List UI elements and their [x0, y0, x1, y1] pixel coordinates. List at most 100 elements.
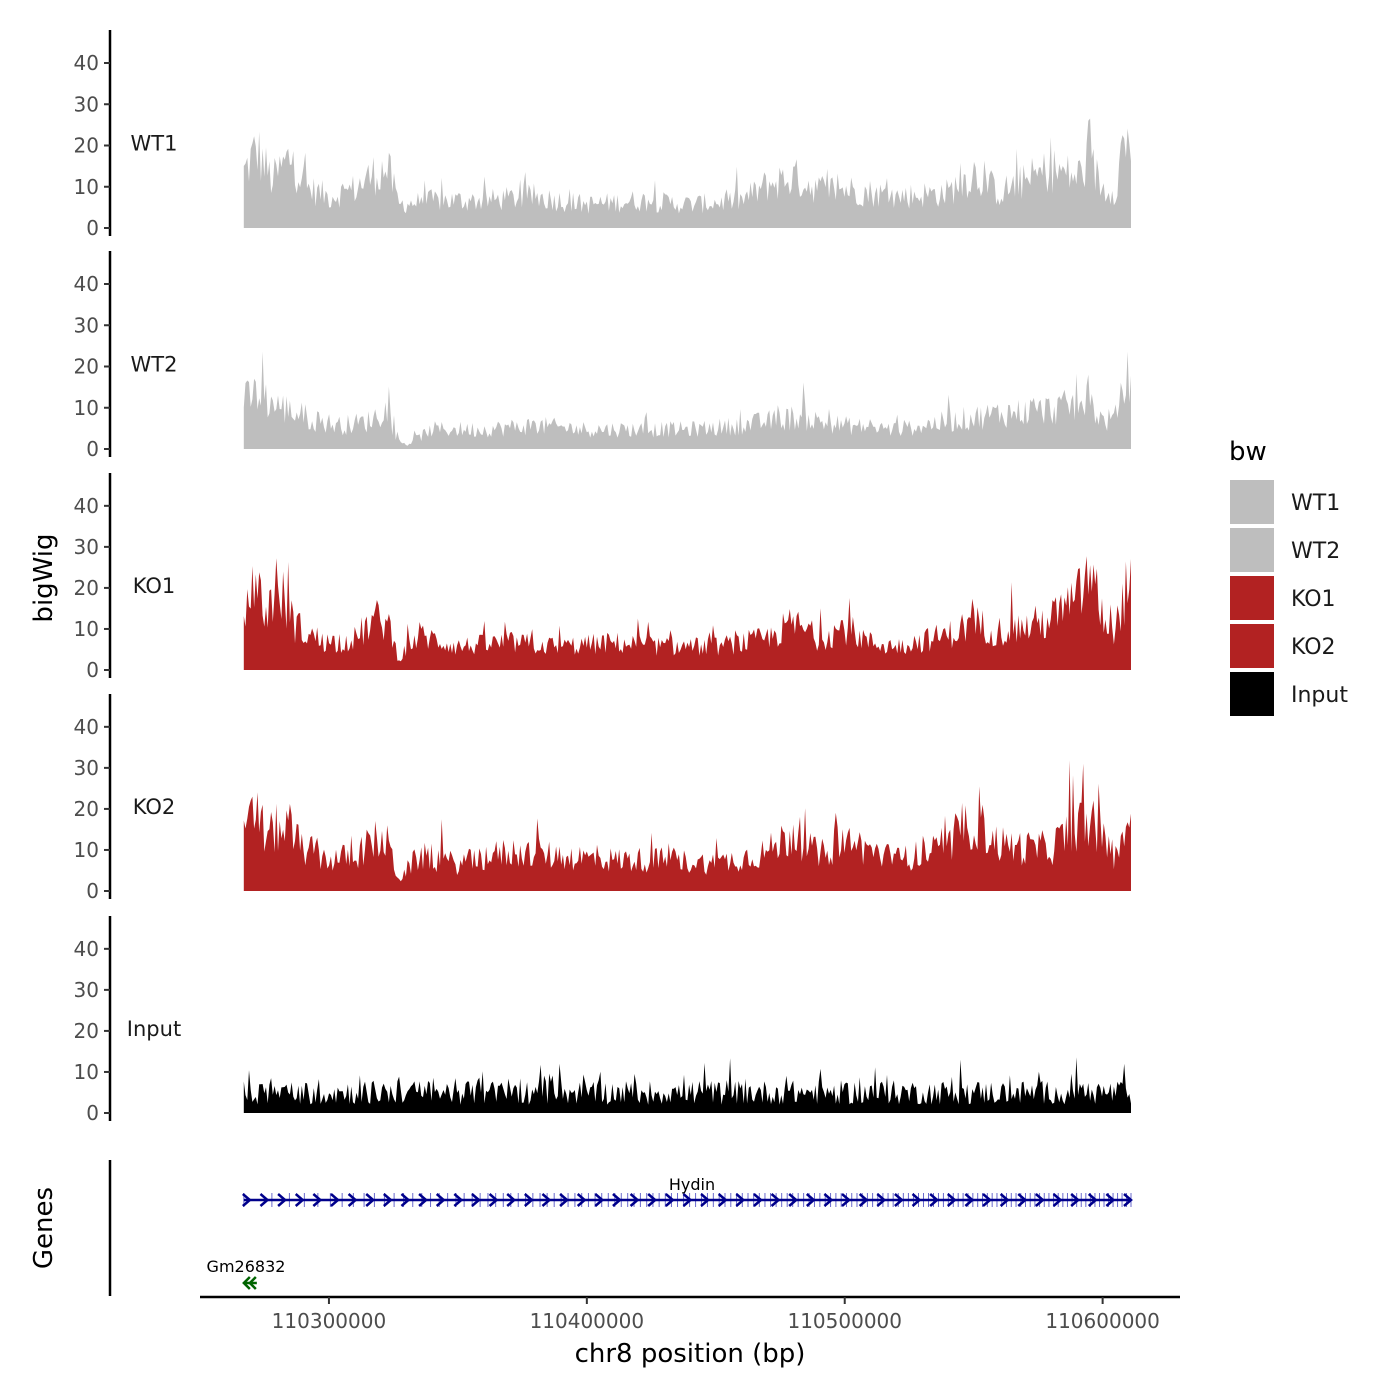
- legend-entry-ko1: KO1: [1230, 576, 1336, 620]
- strand-arrow: [647, 1193, 658, 1207]
- legend-entry-ko2: KO2: [1230, 624, 1336, 668]
- gene-label-hydin: Hydin: [669, 1175, 715, 1194]
- track-ko1: 0 10 20 30 40 KO1: [74, 473, 1132, 682]
- y-tick-label: 40: [74, 494, 99, 518]
- strand-arrow: [400, 1193, 411, 1207]
- strand-arrow: [999, 1193, 1010, 1207]
- y-tick-label: 40: [74, 272, 99, 296]
- track-wt1: 0 10 20 30 40 WT1: [74, 30, 1132, 240]
- track-wt2: 0 10 20 30 40 WT2: [74, 251, 1132, 461]
- gene-gm26832: Gm26832: [207, 1257, 286, 1290]
- gene-hydin: Hydin: [242, 1175, 1133, 1207]
- strand-arrow: [242, 1276, 251, 1290]
- legend-title: bw: [1229, 437, 1267, 467]
- y-tick-label: 20: [74, 797, 99, 821]
- strand-arrow: [418, 1193, 428, 1207]
- strand-arrow: [700, 1193, 710, 1207]
- strand-arrow: [312, 1193, 323, 1207]
- strand-arrow: [1105, 1193, 1116, 1207]
- strand-arrow: [629, 1193, 640, 1207]
- strand-arrow: [1087, 1193, 1098, 1207]
- x-axis-title: chr8 position (bp): [575, 1339, 806, 1369]
- strand-arrow: [365, 1193, 376, 1207]
- signal-area-ko1: [243, 556, 1132, 670]
- strand-arrow: [248, 1276, 257, 1290]
- legend-swatch: [1230, 480, 1274, 524]
- strand-arrow: [876, 1193, 887, 1207]
- strand-arrow: [858, 1193, 869, 1207]
- x-tick-label: 110600000: [1045, 1309, 1160, 1333]
- signal-area-wt1: [243, 118, 1132, 228]
- track-ko2: 0 10 20 30 40 KO2: [74, 694, 1132, 903]
- legend-swatch: [1230, 528, 1274, 572]
- y-tick-label: 10: [74, 396, 99, 420]
- y-tick-label: 10: [74, 838, 99, 862]
- strand-arrow: [506, 1193, 517, 1207]
- y-tick-label: 0: [86, 216, 99, 240]
- y-tick-label: 10: [74, 175, 99, 199]
- y-tick-label: 30: [74, 313, 99, 337]
- strand-arrow: [612, 1193, 622, 1207]
- strand-arrow: [471, 1193, 481, 1207]
- track-input: 0 10 20 30 40 Input: [74, 916, 1132, 1125]
- strand-arrow: [576, 1193, 587, 1207]
- track-label: WT1: [131, 132, 178, 156]
- strand-arrow: [664, 1193, 675, 1207]
- legend-label: WT1: [1291, 491, 1340, 516]
- strand-arrow: [330, 1193, 340, 1207]
- y-tick-label: 40: [74, 715, 99, 739]
- y-tick-label: 30: [74, 756, 99, 780]
- legend-label: WT2: [1291, 539, 1340, 564]
- strand-arrow: [294, 1193, 305, 1207]
- legend-swatch: [1230, 624, 1274, 668]
- strand-arrow: [682, 1193, 693, 1207]
- track-label: Input: [127, 1017, 181, 1041]
- strand-arrow: [823, 1193, 834, 1207]
- y-tick-label: 10: [74, 1060, 99, 1084]
- strand-arrow: [488, 1193, 499, 1207]
- legend-swatch: [1230, 576, 1274, 620]
- signal-area-input: [243, 1057, 1132, 1113]
- y-tick-label: 20: [74, 355, 99, 379]
- legend-entry-wt1: WT1: [1230, 480, 1340, 524]
- strand-arrow: [559, 1193, 569, 1207]
- legend-label: KO1: [1291, 587, 1336, 612]
- strand-arrow: [770, 1193, 781, 1207]
- strand-arrow: [523, 1193, 534, 1207]
- strand-arrow: [1123, 1193, 1133, 1207]
- strand-arrow: [946, 1193, 957, 1207]
- strand-arrow: [894, 1193, 904, 1207]
- x-tick-label: 110300000: [272, 1309, 387, 1333]
- strand-arrow: [717, 1193, 728, 1207]
- gene-track: Hydin Gm26832: [108, 1160, 1133, 1296]
- strand-arrow: [541, 1193, 552, 1207]
- genes-axis-title: Genes: [29, 1187, 59, 1269]
- y-tick-label: 20: [74, 1019, 99, 1043]
- strand-arrow: [982, 1193, 992, 1207]
- y-tick-label: 0: [86, 1101, 99, 1125]
- strand-arrow: [735, 1193, 746, 1207]
- tracks: 0 10 20 30 40 WT1 0 10 20 30 40 WT2 0 10 20 30 40 KO1 0 10 2…: [74, 30, 1132, 1125]
- strand-arrow: [259, 1193, 270, 1207]
- legend-swatch: [1230, 672, 1274, 716]
- y-tick-label: 40: [74, 51, 99, 75]
- y-tick-label: 20: [74, 134, 99, 158]
- y-tick-label: 10: [74, 617, 99, 641]
- strand-arrow: [277, 1193, 288, 1207]
- strand-arrow: [1052, 1193, 1063, 1207]
- strand-arrow: [964, 1193, 975, 1207]
- strand-arrow: [805, 1193, 816, 1207]
- strand-arrow: [1017, 1193, 1028, 1207]
- track-label: KO1: [133, 574, 176, 598]
- x-tick-label: 110500000: [787, 1309, 902, 1333]
- gene-label-gm26832: Gm26832: [207, 1257, 286, 1276]
- y-tick-label: 30: [74, 978, 99, 1002]
- y-axis-title: bigWig: [29, 533, 59, 622]
- x-axis: 110300000 110400000 110500000 110600000: [200, 1295, 1180, 1333]
- y-tick-label: 30: [74, 92, 99, 116]
- strand-arrow: [1070, 1193, 1081, 1207]
- legend-entry-wt2: WT2: [1230, 528, 1340, 572]
- legend-label: Input: [1291, 683, 1348, 708]
- strand-arrow: [753, 1193, 763, 1207]
